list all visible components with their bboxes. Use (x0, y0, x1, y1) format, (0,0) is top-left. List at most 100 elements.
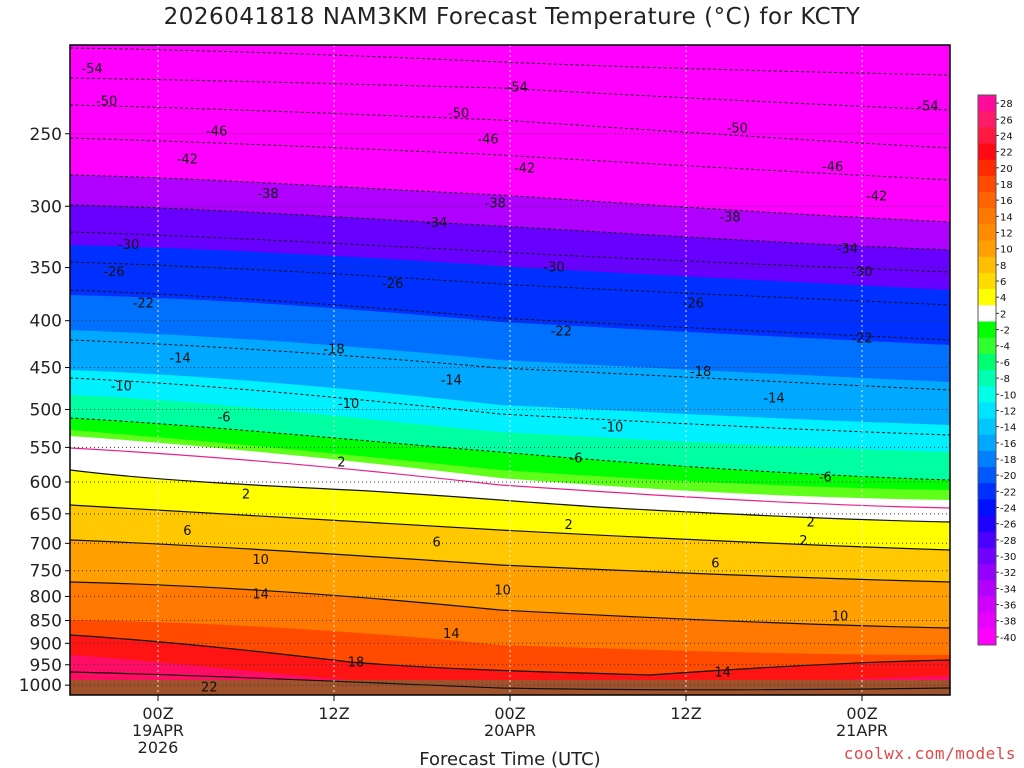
colorbar-swatch (978, 353, 996, 371)
colorbar-swatch (978, 208, 996, 225)
x-tick-label: 21APR (836, 721, 888, 740)
colorbar-swatch (978, 95, 996, 112)
contour-label: -54 (507, 81, 528, 96)
contour-label: -54 (917, 100, 938, 115)
colorbar-label: -38 (1000, 617, 1016, 628)
y-tick-label: 800 (30, 587, 62, 607)
colorbar-swatch (978, 256, 996, 274)
colorbar-swatch (978, 305, 996, 322)
colorbar-label: 18 (1000, 180, 1013, 191)
colorbar-label: -16 (1000, 439, 1016, 450)
colorbar-swatch (978, 612, 996, 630)
colorbar-swatch (978, 418, 996, 436)
y-tick-label: 950 (30, 656, 62, 676)
colorbar-swatch (978, 515, 996, 533)
contour-label: -34 (426, 216, 447, 231)
contour-label: -6 (218, 411, 231, 426)
colorbar-swatch (978, 127, 996, 145)
solid-contours (70, 469, 950, 691)
contour-label: -22 (551, 325, 572, 340)
y-tick-label: 1000 (19, 676, 62, 696)
colorbar-swatch (978, 564, 996, 581)
y-tick-label: 450 (30, 359, 62, 379)
contour-label: -10 (602, 421, 623, 436)
contour-label: 14 (714, 665, 731, 680)
colorbar-label: 22 (1000, 148, 1013, 159)
y-tick-label: 900 (30, 634, 62, 654)
colorbar-label: 10 (1000, 245, 1013, 256)
contour-label: -46 (822, 160, 843, 175)
contour-label: -38 (257, 187, 278, 202)
colorbar-swatch (978, 240, 996, 258)
chart-title: 2026041818 NAM3KM Forecast Temperature (… (163, 4, 861, 30)
contour-label: -30 (118, 238, 139, 253)
colorbar-label: 14 (1000, 212, 1013, 223)
colorbar-label: -40 (1000, 633, 1016, 644)
colorbar-swatch (978, 337, 996, 355)
y-tick-label: 400 (30, 312, 62, 332)
contour-label: -50 (96, 95, 117, 110)
contour-label: -54 (81, 62, 102, 77)
colorbar-swatch (978, 289, 996, 306)
contour-label: -30 (851, 265, 872, 280)
contour-label: -38 (719, 211, 740, 226)
contour-label: 6 (711, 557, 719, 572)
colorbar-swatch (978, 483, 996, 500)
contour-label: 2 (337, 456, 345, 471)
colorbar-label: -10 (1000, 390, 1016, 401)
colorbar-swatch (978, 272, 996, 290)
contour-label: -50 (727, 121, 748, 136)
contour-label: -10 (111, 380, 132, 395)
contour-label: 10 (252, 553, 269, 568)
contour-label: 22 (201, 680, 218, 695)
contour-label: -30 (543, 260, 564, 275)
x-tick-label: 00Z (142, 704, 173, 723)
contour-label: 14 (443, 627, 460, 642)
ground (70, 680, 950, 695)
gridlines (70, 45, 950, 695)
contour-label: 6 (183, 524, 191, 539)
colorbar-label: -28 (1000, 536, 1016, 547)
x-tick-label: 19APR (132, 721, 184, 740)
y-tick-label: 350 (30, 259, 62, 279)
colorbar-label: 2 (1000, 309, 1006, 320)
contour-label: -38 (485, 196, 506, 211)
contour-label: -42 (514, 161, 535, 176)
contour-label: -22 (851, 331, 872, 346)
contour-label: -26 (103, 265, 124, 280)
contour-label: 10 (832, 609, 849, 624)
colorbar-swatch (978, 628, 996, 646)
colorbar-swatch (978, 434, 996, 452)
colorbar-swatch (978, 596, 996, 614)
colorbar-label: -36 (1000, 601, 1016, 612)
y-tick-label: 250 (30, 125, 62, 145)
x-axis-label: Forecast Time (UTC) (419, 749, 600, 768)
colorbar-swatch (978, 321, 996, 339)
contour-label: -26 (382, 277, 403, 292)
y-tick-label: 700 (30, 534, 62, 554)
y-tick-label: 550 (30, 438, 62, 458)
contour-label: -18 (690, 365, 711, 380)
colorbar-swatch (978, 450, 996, 468)
colorbar-label: -26 (1000, 520, 1016, 531)
contour-label: -46 (477, 133, 498, 148)
colorbar-label: 26 (1000, 115, 1013, 126)
contour-label: -46 (206, 125, 227, 140)
contour-label: 18 (348, 655, 365, 670)
colorbar-label: -4 (1000, 342, 1010, 353)
colorbar-swatch (978, 224, 996, 242)
colorbar-label: 4 (1000, 293, 1006, 304)
colorbar-label: 6 (1000, 277, 1006, 288)
colorbar-label: -22 (1000, 487, 1016, 498)
x-tick-label: 00Z (846, 704, 877, 723)
colorbar-swatch (978, 499, 996, 517)
colorbar-swatch (978, 467, 996, 484)
colorbar-label: -14 (1000, 423, 1016, 434)
y-tick-label: 850 (30, 612, 62, 632)
contour-label: 2 (807, 516, 815, 531)
colorbar-swatch (978, 159, 996, 177)
colorbar-label: 20 (1000, 164, 1013, 175)
colorbar-label: -32 (1000, 568, 1016, 579)
colorbar-label: -6 (1000, 358, 1010, 369)
